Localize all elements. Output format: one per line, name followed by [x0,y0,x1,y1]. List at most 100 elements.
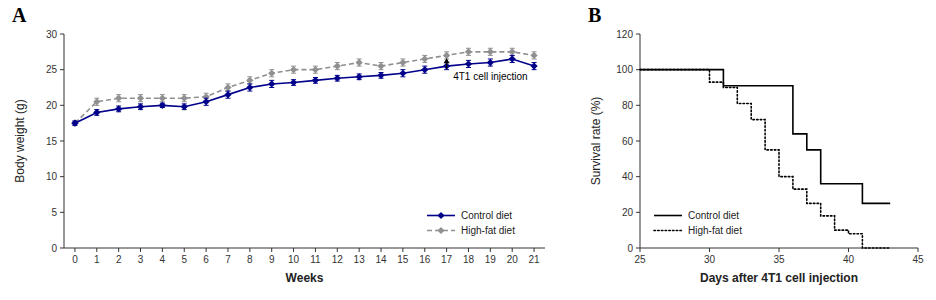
point [181,103,188,110]
x-tick [74,248,75,252]
x-tick [227,248,228,252]
x-tick-label: 3 [138,254,144,265]
x-tick-label: 15 [397,254,409,265]
y-tick [636,105,640,106]
y-tick-label: 80 [622,100,634,111]
point [443,63,450,70]
y-tick-label: 0 [627,243,633,254]
x-tick [468,248,469,252]
point [421,66,428,73]
point [93,98,100,105]
point [71,120,78,127]
y-axis-label: Survival rate (%) [589,97,603,186]
x-tick [534,248,535,252]
point [268,70,275,77]
x-axis-label: Weeks [286,271,324,285]
x-tick-label: 18 [463,254,475,265]
x-tick [96,248,97,252]
y-tick [60,141,64,142]
x-tick-label: 1 [94,254,100,265]
legend-swatch [654,230,682,232]
x-axis-line [64,248,545,249]
legend-marker [437,212,444,219]
y-tick [60,176,64,177]
x-tick-label: 25 [634,254,646,265]
point [93,109,100,116]
point [334,63,341,70]
point [159,95,166,102]
y-tick-label: 60 [622,136,634,147]
x-tick [424,248,425,252]
y-tick [60,248,64,249]
x-tick-label: 4 [160,254,166,265]
series [71,48,537,127]
data-group [640,70,890,248]
x-tick [779,248,780,252]
x-tick-label: 10 [288,254,300,265]
y-tick [60,69,64,70]
annotation: 4T1 cell injection [453,71,527,82]
x-tick [271,248,272,252]
x-tick [162,248,163,252]
y-tick [636,212,640,213]
x-tick-label: 5 [181,254,187,265]
point [399,59,406,66]
x-tick [848,248,849,252]
x-tick [184,248,185,252]
point [421,55,428,62]
annotation-arrow [446,63,447,69]
point [115,95,122,102]
x-tick-label: 9 [269,254,275,265]
y-tick [60,212,64,213]
point [530,52,537,59]
point [137,95,144,102]
y-tick-label: 120 [616,29,633,40]
point [290,66,297,73]
legend-label: High-fat diet [688,225,742,236]
x-tick-label: 11 [310,254,321,265]
point [509,48,516,55]
x-tick-label: 12 [332,254,344,265]
x-tick [293,248,294,252]
x-tick [140,248,141,252]
point [377,63,384,70]
point [399,70,406,77]
point [181,95,188,102]
point [356,73,363,80]
legend-label: Control diet [688,210,739,221]
x-tick [249,248,250,252]
chart-svg: 0123456789101112131415161718192021051015… [0,0,936,300]
y-tick-label: 25 [46,64,58,75]
panel-title: B [588,4,601,26]
y-tick-label: 15 [46,136,58,147]
point [246,77,253,84]
y-tick-label: 5 [51,207,57,218]
legend-label: High-fat diet [461,225,515,236]
x-tick-label: 19 [485,254,497,265]
x-tick-label: 13 [354,254,366,265]
point [268,80,275,87]
y-tick-label: 0 [51,243,57,254]
point [203,98,210,105]
y-tick-label: 40 [622,171,634,182]
point [290,79,297,86]
x-tick-label: 30 [704,254,716,265]
legend-swatch [654,215,682,217]
point [509,55,516,62]
point [334,75,341,82]
series [71,55,537,126]
x-tick [918,248,919,252]
x-tick-label: 2 [116,254,122,265]
point [443,52,450,59]
x-axis-label: Days after 4T1 cell injection [700,271,858,285]
x-tick [359,248,360,252]
y-tick [636,141,640,142]
y-tick [636,248,640,249]
point [224,84,231,91]
point [159,102,166,109]
y-tick [60,105,64,106]
series-line [640,70,890,248]
legend: Control dietHigh-fat diet [427,210,515,236]
point [356,59,363,66]
x-tick [402,248,403,252]
